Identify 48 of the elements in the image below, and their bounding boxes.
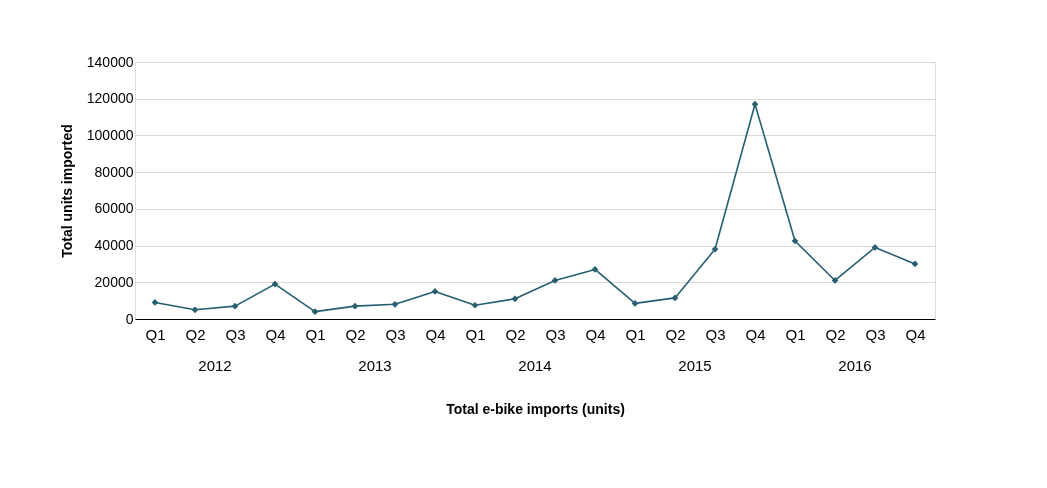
point <box>271 280 279 288</box>
x-tick-label: Q2 <box>185 325 206 343</box>
point <box>711 245 719 253</box>
x-tick-label: Q3 <box>385 325 406 343</box>
x-tick-label: Q3 <box>225 325 246 343</box>
point <box>351 302 359 310</box>
x-tick-label: Q2 <box>345 325 366 343</box>
text: 2013 <box>358 357 392 374</box>
point <box>391 300 399 308</box>
point <box>751 100 759 108</box>
x-tick-label: Q4 <box>425 325 446 343</box>
x-tick-label: Q3 <box>865 325 886 343</box>
y-tick-label: 140000 <box>86 53 134 70</box>
x-tick-label: Q4 <box>585 325 606 343</box>
point <box>471 301 479 309</box>
y-axis-title: Total units imported <box>58 124 75 258</box>
text: 2012 <box>198 357 232 374</box>
text: 2016 <box>838 357 872 374</box>
x-tick-label: Q1 <box>145 325 166 343</box>
y-tick-label: 100000 <box>86 126 134 143</box>
y-tick-label: 20000 <box>94 273 134 290</box>
point <box>191 306 199 314</box>
y-tick-label: 120000 <box>86 90 134 107</box>
point <box>791 237 799 245</box>
point <box>671 294 679 302</box>
x-tick-label: Q4 <box>905 325 926 343</box>
x-tick-label: Q2 <box>665 325 686 343</box>
x-tick-label: Q4 <box>265 325 286 343</box>
x-tick-label: Q4 <box>745 325 766 343</box>
y-tick-label: 60000 <box>94 200 134 217</box>
x-tick-label: Q1 <box>785 325 806 343</box>
y-tick-label: 80000 <box>94 163 134 180</box>
y-tick-label: 0 <box>125 310 134 327</box>
point <box>231 302 239 310</box>
y-tick-label: 40000 <box>94 237 134 254</box>
x-tick-label: Q1 <box>465 325 486 343</box>
x-tick-label: Q3 <box>545 325 566 343</box>
point <box>511 295 519 303</box>
x-axis-title: Total e-bike imports (units) <box>446 400 625 417</box>
x-tick-label: Q1 <box>305 325 326 343</box>
text: 2014 <box>518 357 552 374</box>
x-tick-label: Q2 <box>505 325 526 343</box>
x-tick-label: Q2 <box>825 325 846 343</box>
point <box>911 260 919 268</box>
text: 2015 <box>678 357 712 374</box>
point <box>311 308 319 316</box>
x-tick-label: Q3 <box>705 325 726 343</box>
x-tick-label: Q1 <box>625 325 646 343</box>
